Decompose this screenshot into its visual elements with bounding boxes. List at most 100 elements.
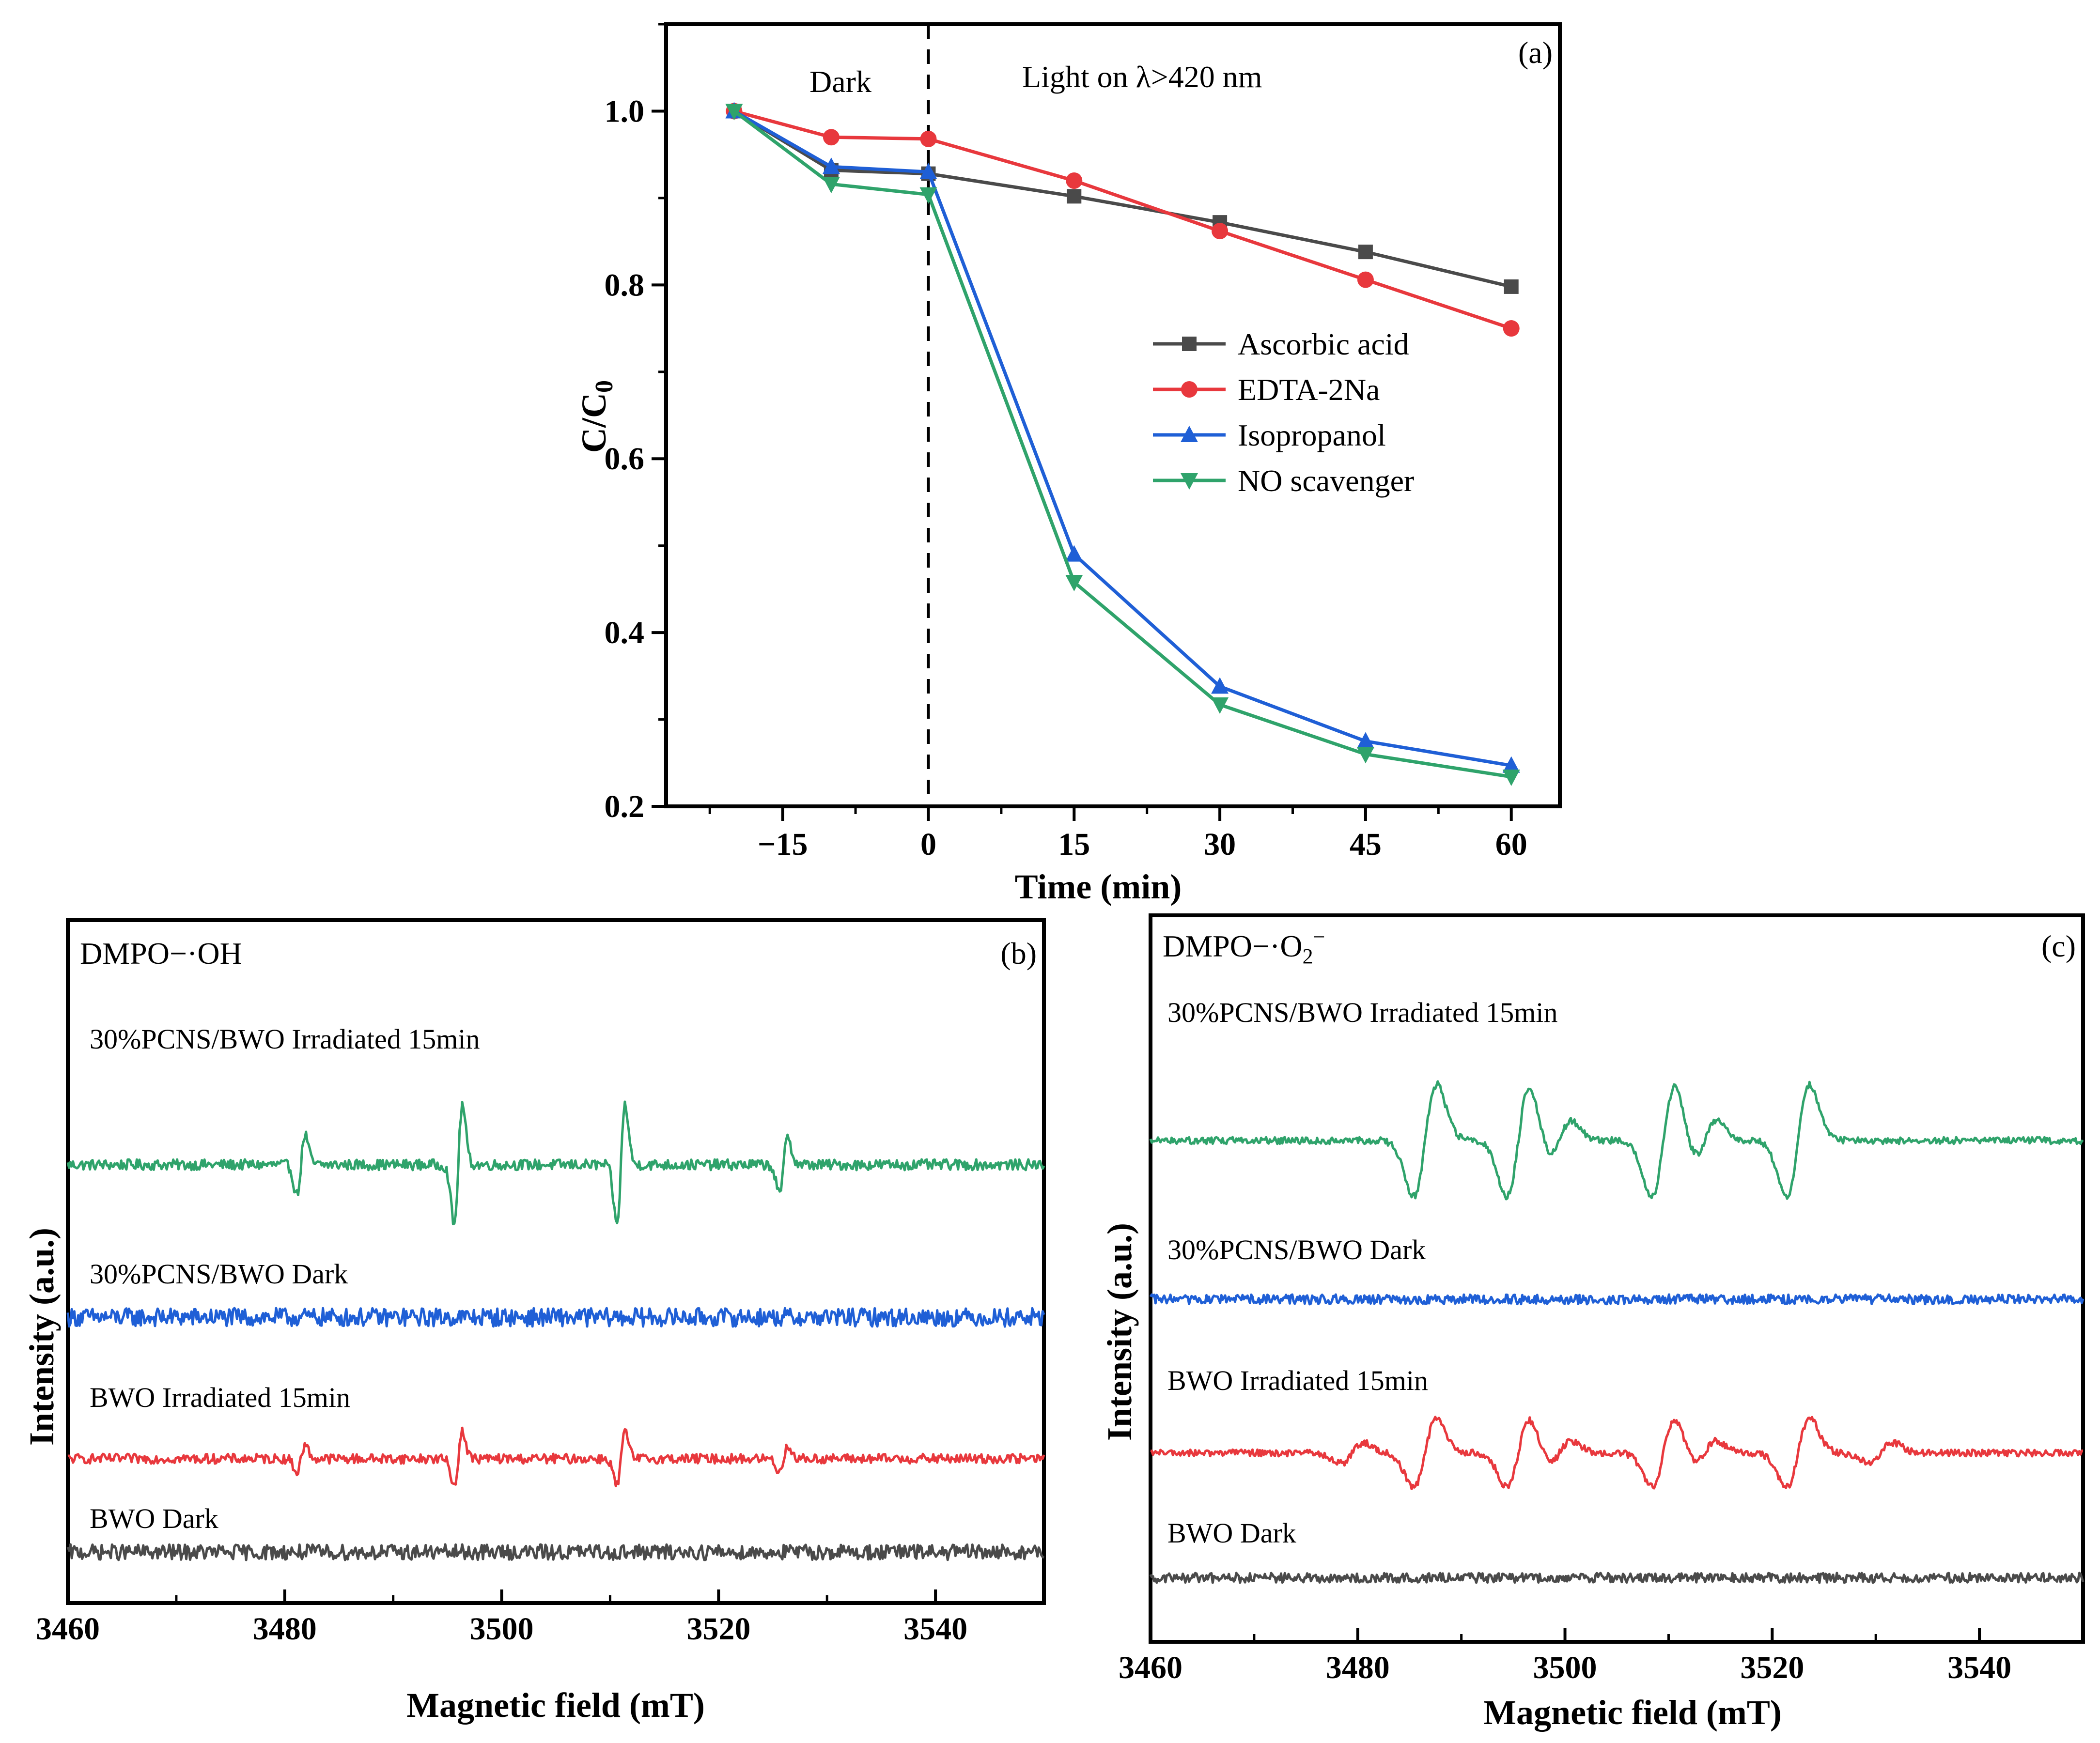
panel-a-point-isopropanol (1502, 756, 1520, 773)
panel-a-light-label: Light on λ>420 nm (1022, 60, 1262, 94)
panel-c-spectrum-30-pcns-bwo-irradiated-15min (1149, 1080, 2084, 1201)
legend-marker-isopropanol (1181, 426, 1198, 442)
panel-a-point-isopropanol (1065, 545, 1083, 562)
panel-b-spectrum-label-30-pcns-bwo-irradiated-15min: 30%PCNS/BWO Irradiated 15min (90, 1023, 480, 1055)
panel-c-x-tick-label: 3500 (1533, 1650, 1597, 1685)
panel-c-spectrum-bwo-irradiated-15min (1150, 1416, 2083, 1490)
panel-b-ticks: 3460 3480 3500 3520 3540 (36, 1589, 967, 1647)
panel-b-spectrum-label-bwo-dark: BWO Dark (90, 1503, 218, 1534)
panel-a-point-edta-2na (1066, 172, 1083, 189)
panel-a-x-tick-label: 30 (1204, 827, 1236, 862)
panel-a-point-edta-2na (1503, 320, 1520, 337)
panel-b-x-tick-label: 3480 (253, 1611, 317, 1647)
legend-label-no-scavenger: NO scavenger (1238, 463, 1414, 498)
panel-b-spectrum-30-pcns-bwo-irradiated-15min (66, 1100, 1045, 1225)
panel-c-x-tick-label: 3520 (1740, 1650, 1804, 1685)
panel-c-title-main: DMPO−·O (1163, 929, 1303, 963)
panel-a-point-isopropanol (1211, 677, 1229, 694)
panel-a-y-axis-label-sub: 0 (591, 380, 618, 393)
panel-b-x-axis-label: Magnetic field (mT) (406, 1686, 705, 1725)
panel-b-x-tick-label: 3520 (686, 1611, 750, 1647)
panel-a-series-line-edta-2na (733, 109, 1512, 330)
panel-c-spectrum-label-bwo-dark: BWO Dark (1167, 1517, 1296, 1549)
panel-c-ticks: 3460 3480 3500 3520 3540 (1119, 1628, 2011, 1685)
panel-c-spectrum-label-30-pcns-bwo-dark: 30%PCNS/BWO Dark (1167, 1234, 1426, 1265)
panel-c-x-tick-label: 3460 (1119, 1650, 1182, 1685)
panel-a-point-ascorbic-acid (1067, 189, 1082, 204)
panel-a-point-no-scavenger (1356, 747, 1374, 764)
panel-a-legend: Ascorbic acid EDTA-2Na Isopropanol NO scave… (1153, 327, 1414, 498)
panel-a-point-ascorbic-acid (1358, 245, 1373, 260)
panel-a-series-line-no-scavenger (733, 109, 1512, 779)
panel-c-series: 30%PCNS/BWO Irradiated 15min 30%PCNS/BWO … (1149, 997, 2084, 1584)
panel-a-frame (664, 22, 1562, 808)
panel-a-y-tick-label: 0.8 (605, 267, 645, 303)
panel-b-y-axis-label: Intensity (a.u.) (22, 1228, 61, 1446)
panel-a-y-tick-label: 0.2 (605, 789, 645, 824)
panel-b-spectrum-bwo-irradiated-15min (67, 1426, 1045, 1487)
panel-a-series-line-isopropanol (733, 109, 1512, 768)
panel-a-point-no-scavenger (822, 177, 840, 194)
panel-a-point-no-scavenger (919, 187, 937, 204)
panel-c: DMPO−·O2− (c) 3460 3480 3500 3520 3540 30%PC… (1100, 913, 2085, 1732)
panel-c-title: DMPO−·O2− (1163, 925, 1325, 968)
panel-a-point-edta-2na (1212, 223, 1229, 240)
panel-c-title-sup: − (1313, 925, 1325, 949)
panel-c-x-axis-label: Magnetic field (mT) (1483, 1693, 1782, 1732)
panel-a-ticks: −15 0 15 30 45 60 0.2 0.4 0.6 0.8 1.0 (605, 23, 1527, 862)
panel-a-series (725, 102, 1520, 786)
panel-a-point-edta-2na (920, 130, 937, 147)
panel-a-y-axis-label: C/C0 (575, 380, 618, 453)
panel-b-panel-label: (b) (1000, 936, 1037, 971)
panel-a-point-no-scavenger (1211, 697, 1229, 714)
panel-a-point-isopropanol (1356, 732, 1374, 749)
panel-a-point-no-scavenger (1065, 575, 1083, 592)
legend-marker-edta-2na (1181, 381, 1198, 398)
panel-a-y-tick-label: 0.4 (605, 615, 645, 650)
panel-a-panel-label: (a) (1518, 35, 1553, 70)
panel-c-panel-label: (c) (2041, 929, 2076, 963)
panel-b-x-tick-label: 3500 (470, 1611, 534, 1647)
panel-a-y-tick-label: 0.6 (605, 441, 645, 477)
legend-label-edta-2na: EDTA-2Na (1238, 372, 1380, 407)
panel-a: Dark Light on λ>420 nm (a) −15 0 15 30 45 60 0… (575, 22, 1562, 906)
panel-c-y-axis-label: Intensity (a.u.) (1100, 1223, 1139, 1441)
panel-c-frame (1149, 913, 2085, 1644)
panel-a-point-isopropanol (919, 163, 937, 180)
panel-c-spectrum-label-30-pcns-bwo-irradiated-15min: 30%PCNS/BWO Irradiated 15min (1167, 997, 1557, 1028)
panel-a-x-axis-label: Time (min) (1015, 867, 1182, 906)
panel-a-point-edta-2na (823, 129, 840, 146)
legend-label-isopropanol: Isopropanol (1238, 418, 1386, 452)
panel-a-x-tick-label: 45 (1350, 827, 1382, 862)
panel-c-spectrum-bwo-dark (1149, 1572, 2084, 1584)
panel-a-point-no-scavenger (1502, 769, 1520, 786)
panel-c-x-tick-label: 3540 (1947, 1650, 2011, 1685)
panel-b-series: 30%PCNS/BWO Irradiated 15min 30%PCNS/BWO … (66, 1023, 1045, 1561)
panel-b: DMPO−·OH (b) 3460 3480 3500 3520 3540 30%PCN… (22, 918, 1046, 1725)
panel-a-dark-label: Dark (809, 64, 871, 99)
panel-b-spectrum-bwo-dark (66, 1543, 1045, 1561)
panel-b-spectrum-30-pcns-bwo-dark (66, 1307, 1045, 1328)
legend-marker-no-scavenger (1181, 473, 1198, 490)
panel-a-y-axis-label-main: C/C (575, 393, 613, 453)
panel-b-spectrum-label-30-pcns-bwo-dark: 30%PCNS/BWO Dark (90, 1258, 348, 1290)
panel-a-x-tick-label: −15 (758, 827, 808, 862)
panel-b-title: DMPO−·OH (80, 936, 242, 971)
panel-b-spectrum-label-bwo-irradiated-15min: BWO Irradiated 15min (90, 1382, 350, 1413)
panel-a-x-tick-label: 0 (920, 827, 936, 862)
panel-c-spectrum-30-pcns-bwo-dark (1149, 1293, 2084, 1306)
panel-b-frame (66, 918, 1046, 1605)
panel-c-x-tick-label: 3480 (1326, 1650, 1390, 1685)
panel-b-x-tick-label: 3540 (903, 1611, 967, 1647)
legend-marker-ascorbic-acid (1182, 337, 1197, 351)
panel-b-x-tick-label: 3460 (36, 1611, 100, 1647)
panel-a-y-tick-label: 1.0 (605, 93, 645, 129)
panel-a-point-edta-2na (1357, 271, 1374, 288)
panel-c-title-sub: 2 (1303, 944, 1313, 968)
panel-a-point-no-scavenger (725, 104, 743, 121)
panel-c-spectrum-label-bwo-irradiated-15min: BWO Irradiated 15min (1167, 1365, 1428, 1396)
panel-a-x-tick-label: 15 (1058, 827, 1090, 862)
panel-a-x-tick-label: 60 (1495, 827, 1527, 862)
panel-a-point-isopropanol (822, 157, 840, 174)
